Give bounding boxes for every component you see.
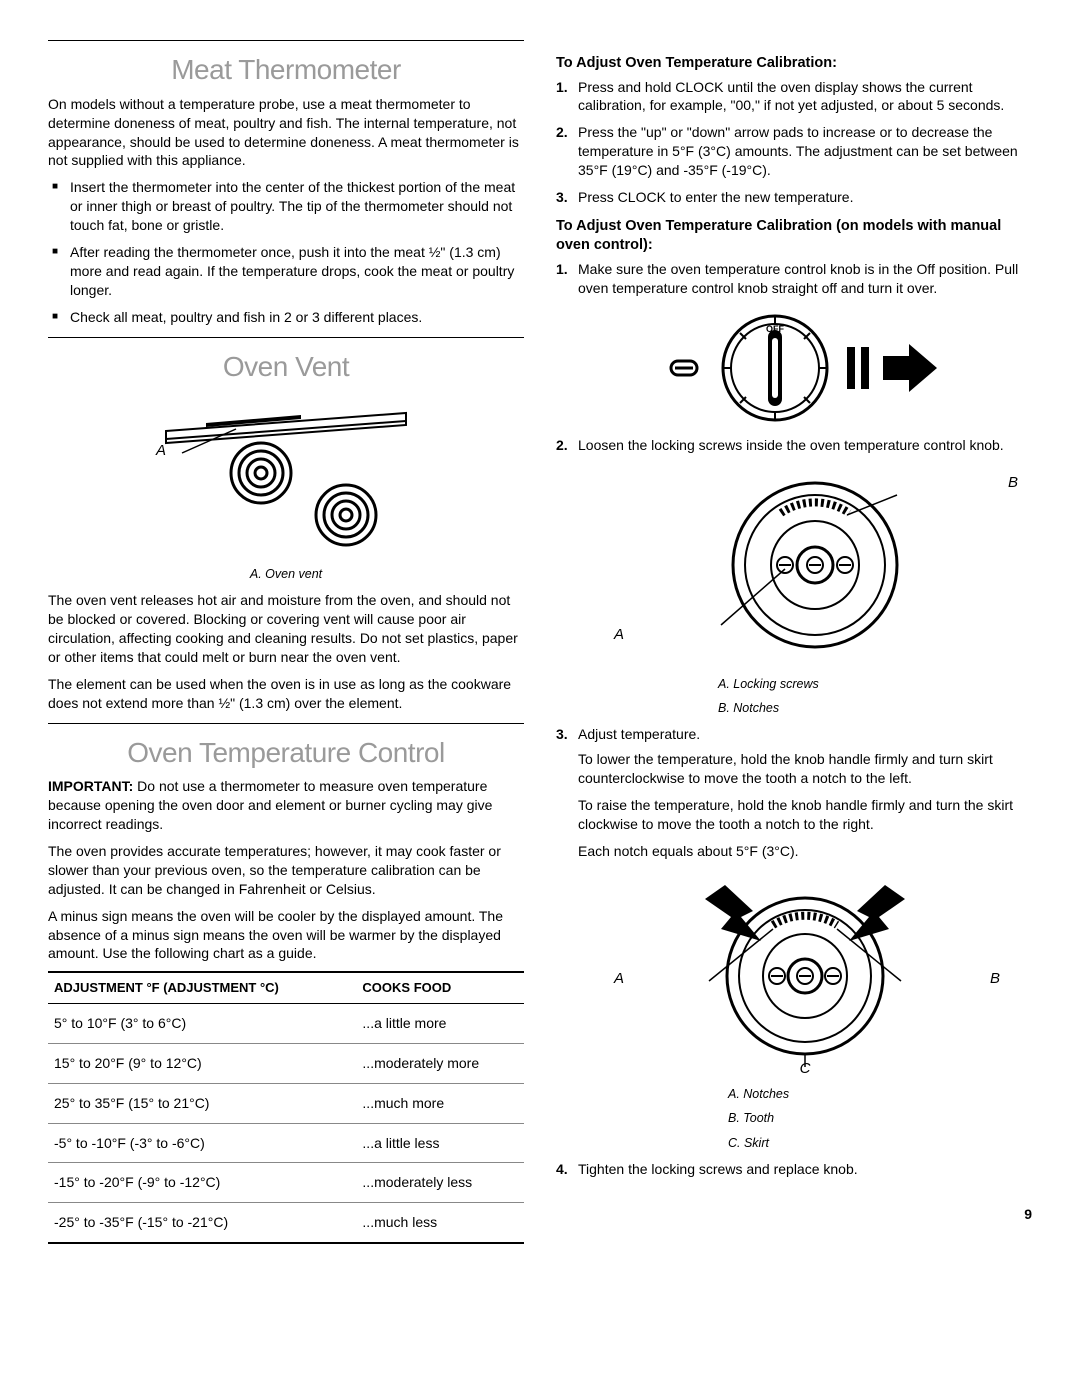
figure-caption: A. Notches: [728, 1086, 1032, 1103]
table-cell: 25° to 35°F (15° to 21°C): [48, 1083, 356, 1123]
heading-oven-vent: Oven Vent: [48, 348, 524, 386]
figure-label-b: B: [990, 969, 1000, 989]
bullet-list: Insert the thermometer into the center o…: [48, 178, 524, 326]
important-label: IMPORTANT:: [48, 778, 133, 794]
list-item-text: Loosen the locking screws inside the ove…: [578, 437, 1004, 453]
figure-caption: C. Skirt: [728, 1135, 1032, 1152]
figure-caption: A. Oven vent: [48, 566, 524, 583]
list-item: Press the "up" or "down" arrow pads to i…: [556, 123, 1032, 180]
left-column: Meat Thermometer On models without a tem…: [48, 40, 524, 1244]
list-item: Press CLOCK to enter the new temperature…: [556, 188, 1032, 207]
figure-caption: A. Locking screws: [718, 676, 1032, 693]
figure-knob-back: A B: [578, 465, 1032, 670]
ordered-list: Make sure the oven temperature control k…: [556, 260, 1032, 1179]
paragraph: Each notch equals about 5°F (3°C).: [578, 842, 1032, 861]
table-cell: -15° to -20°F (-9° to -12°C): [48, 1163, 356, 1203]
table-row: -25° to -35°F (-15° to -21°C) ...much le…: [48, 1203, 524, 1243]
figure-label-b: B: [1008, 473, 1018, 493]
paragraph: The oven vent releases hot air and moist…: [48, 591, 524, 667]
figure-knob-pull: OFF: [578, 308, 1032, 428]
table-row: -15° to -20°F (-9° to -12°C) ...moderate…: [48, 1163, 524, 1203]
figure-label-a: A: [156, 441, 166, 461]
figure-label-c: C: [800, 1059, 811, 1079]
figure-caption: B. Notches: [718, 700, 1032, 717]
knob-back-icon: [685, 465, 925, 665]
table-cell: ...a little less: [356, 1123, 524, 1163]
knob-front-icon: OFF: [715, 308, 835, 428]
list-item-text: Adjust temperature.: [578, 726, 700, 742]
figure-label-a: A: [614, 625, 624, 645]
figure-caption: B. Tooth: [728, 1110, 1032, 1127]
page: Meat Thermometer On models without a tem…: [48, 40, 1032, 1244]
figure-knob-rotate: A B C: [578, 871, 1032, 1076]
table-row: -5° to -10°F (-3° to -6°C) ...a little l…: [48, 1123, 524, 1163]
list-item: Tighten the locking screws and replace k…: [556, 1160, 1032, 1179]
table-cell: 5° to 10°F (3° to 6°C): [48, 1003, 356, 1043]
paragraph: The element can be used when the oven is…: [48, 675, 524, 713]
list-item: Make sure the oven temperature control k…: [556, 260, 1032, 428]
table-cell: ...a little more: [356, 1003, 524, 1043]
table-cell: -5° to -10°F (-3° to -6°C): [48, 1123, 356, 1163]
arrow-right-icon: [881, 338, 941, 398]
bars-icon: [845, 343, 871, 393]
table-row: 5° to 10°F (3° to 6°C) ...a little more: [48, 1003, 524, 1043]
heading-oven-temp-control: Oven Temperature Control: [48, 734, 524, 772]
paragraph: A minus sign means the oven will be cool…: [48, 907, 524, 964]
knob-rotate-icon: [655, 871, 955, 1071]
list-item: Insert the thermometer into the center o…: [48, 178, 524, 235]
paragraph: On models without a temperature probe, u…: [48, 95, 524, 171]
figure-oven-vent: A: [48, 395, 524, 560]
table-header: COOKS FOOD: [356, 972, 524, 1003]
paragraph: The oven provides accurate temperatures;…: [48, 842, 524, 899]
list-item: After reading the thermometer once, push…: [48, 243, 524, 300]
knob-tab-icon: [669, 353, 705, 383]
list-item-text: Make sure the oven temperature control k…: [578, 261, 1018, 296]
adjustment-table: ADJUSTMENT °F (ADJUSTMENT °C) COOKS FOOD…: [48, 971, 524, 1244]
subheading-calibration: To Adjust Oven Temperature Calibration:: [556, 54, 1032, 74]
table-cell: ...moderately less: [356, 1163, 524, 1203]
oven-vent-icon: [146, 395, 426, 555]
table-cell: ...much more: [356, 1083, 524, 1123]
table-cell: ...much less: [356, 1203, 524, 1243]
list-item: Press and hold CLOCK until the oven disp…: [556, 78, 1032, 116]
table-row: 15° to 20°F (9° to 12°C) ...moderately m…: [48, 1043, 524, 1083]
list-item: Check all meat, poultry and fish in 2 or…: [48, 308, 524, 327]
list-item: Loosen the locking screws inside the ove…: [556, 436, 1032, 718]
table-cell: ...moderately more: [356, 1043, 524, 1083]
important-paragraph: IMPORTANT: Do not use a thermometer to m…: [48, 777, 524, 834]
right-column: To Adjust Oven Temperature Calibration: …: [556, 40, 1032, 1244]
table-cell: -25° to -35°F (-15° to -21°C): [48, 1203, 356, 1243]
heading-meat-thermometer: Meat Thermometer: [48, 51, 524, 89]
ordered-list: Press and hold CLOCK until the oven disp…: [556, 78, 1032, 207]
paragraph: To lower the temperature, hold the knob …: [578, 750, 1032, 788]
page-number: 9: [556, 1205, 1032, 1224]
list-item: Adjust temperature. To lower the tempera…: [556, 725, 1032, 1152]
figure-label-a: A: [614, 969, 624, 989]
paragraph: To raise the temperature, hold the knob …: [578, 796, 1032, 834]
table-row: 25° to 35°F (15° to 21°C) ...much more: [48, 1083, 524, 1123]
subheading-calibration-manual: To Adjust Oven Temperature Calibration (…: [556, 217, 1032, 256]
table-cell: 15° to 20°F (9° to 12°C): [48, 1043, 356, 1083]
table-header: ADJUSTMENT °F (ADJUSTMENT °C): [48, 972, 356, 1003]
